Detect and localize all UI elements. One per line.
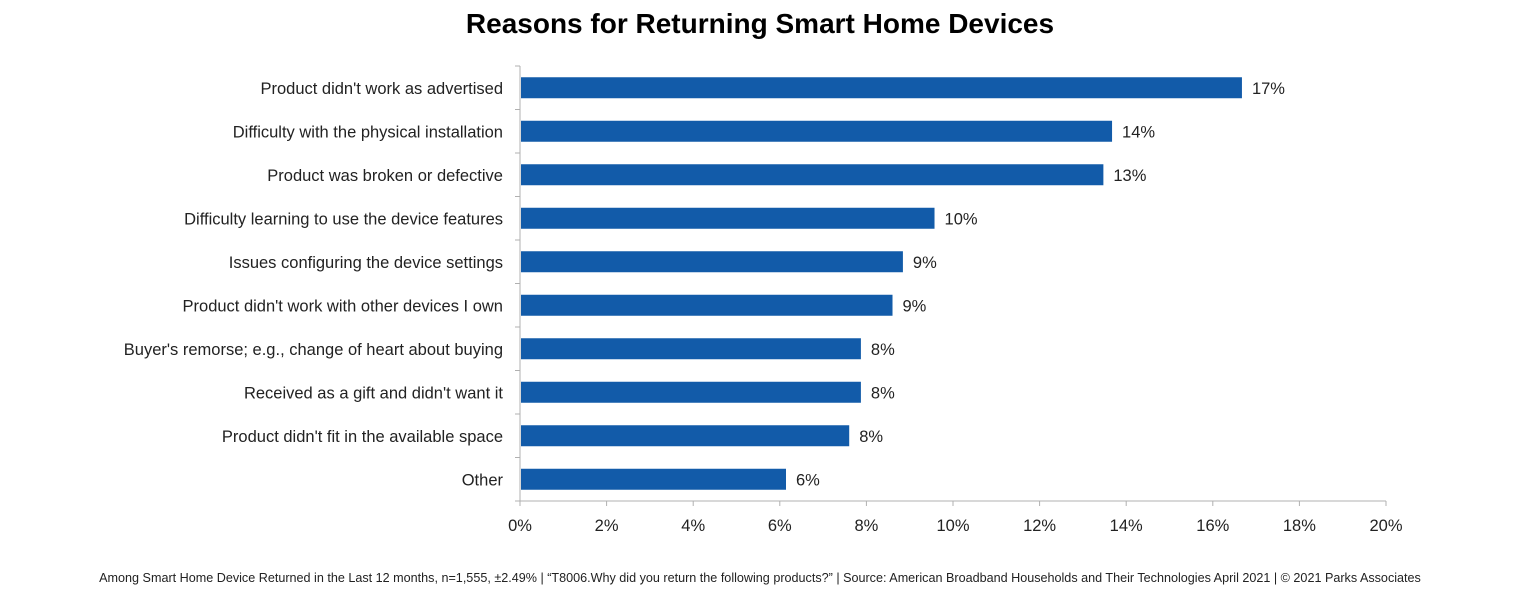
bar-9 (521, 425, 850, 447)
category-label: Buyer's remorse; e.g., change of heart a… (124, 341, 503, 359)
category-label: Difficulty learning to use the device fe… (184, 210, 503, 228)
category-label: Product didn't work with other devices I… (183, 297, 503, 315)
bar-3 (521, 164, 1104, 186)
x-tick-label: 6% (768, 517, 792, 535)
category-label: Other (462, 471, 504, 489)
bar-4 (521, 207, 935, 229)
x-tick-label: 8% (854, 517, 878, 535)
chart-footnote: Among Smart Home Device Returned in the … (99, 571, 1421, 585)
data-label: 6% (796, 471, 820, 489)
data-label: 17% (1252, 80, 1285, 98)
bar-5 (521, 251, 903, 273)
bar-2 (521, 120, 1113, 142)
x-tick-label: 14% (1110, 517, 1143, 535)
chart-title: Reasons for Returning Smart Home Devices (465, 8, 1055, 39)
x-tick-label: 4% (681, 517, 705, 535)
x-tick-label: 16% (1196, 517, 1229, 535)
bars-layer (521, 77, 1242, 490)
bar-6 (521, 294, 893, 316)
data-label: 8% (871, 384, 895, 402)
bar-10 (521, 468, 786, 490)
category-label: Difficulty with the physical installatio… (233, 123, 503, 141)
data-label: 14% (1122, 123, 1155, 141)
x-tick-label: 0% (508, 517, 532, 535)
data-label: 13% (1113, 167, 1146, 185)
x-tick-label: 18% (1283, 517, 1316, 535)
bar-8 (521, 381, 861, 403)
data-label: 8% (859, 428, 883, 446)
data-label: 9% (903, 297, 927, 315)
category-label: Product was broken or defective (267, 167, 503, 185)
x-tick-label: 10% (936, 517, 969, 535)
data-label: 8% (871, 341, 895, 359)
labels-layer: Product didn't work as advertised 17% Diff… (124, 80, 1403, 535)
axes-layer (515, 65, 1387, 506)
x-tick-label: 12% (1023, 517, 1056, 535)
category-label: Product didn't fit in the available spac… (222, 428, 503, 446)
data-label: 10% (945, 210, 978, 228)
data-label: 9% (913, 254, 937, 272)
x-tick-label: 2% (595, 517, 619, 535)
category-label: Received as a gift and didn't want it (244, 384, 503, 402)
category-label: Issues configuring the device settings (229, 254, 503, 272)
x-tick-label: 20% (1369, 517, 1402, 535)
bar-1 (521, 77, 1242, 99)
bar-7 (521, 338, 861, 360)
category-label: Product didn't work as advertised (260, 80, 503, 98)
